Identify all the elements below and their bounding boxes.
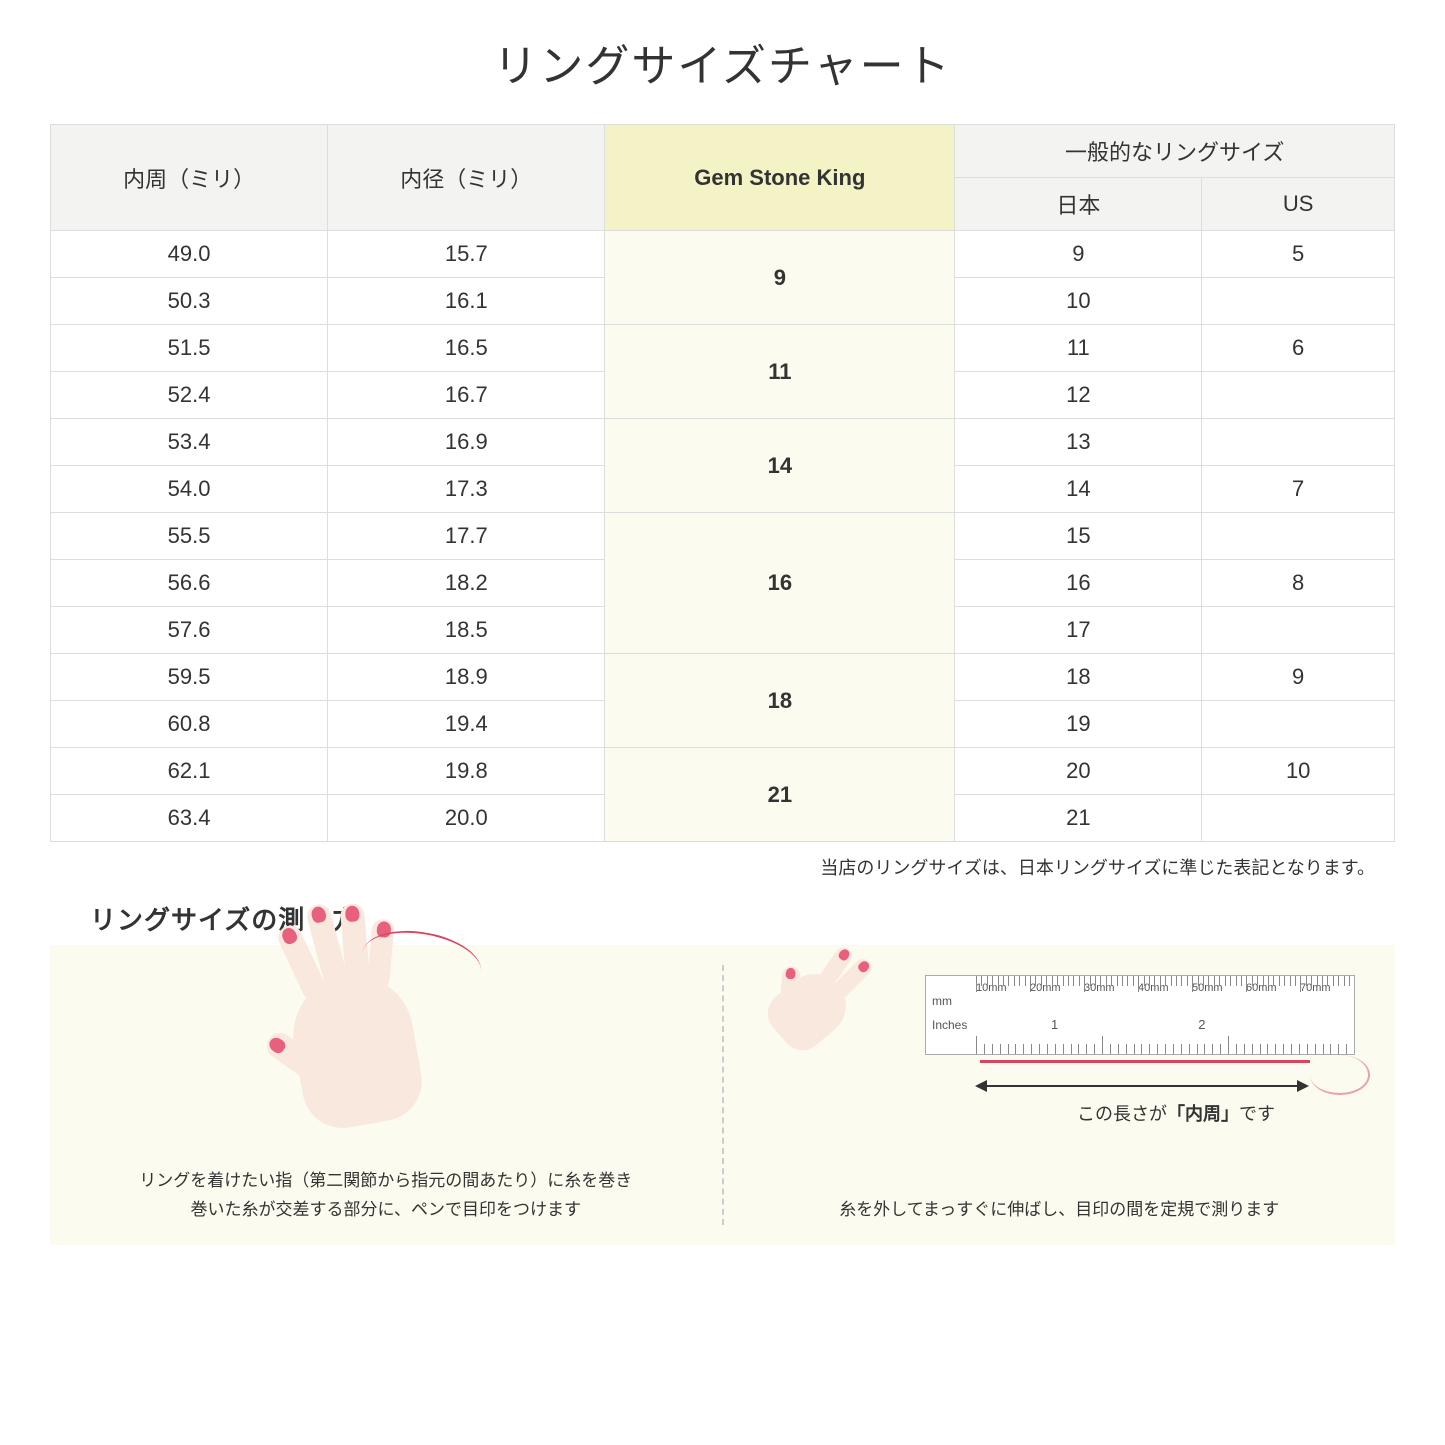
ruler-inches-label: Inches xyxy=(932,1018,967,1032)
cell-circumference: 53.4 xyxy=(51,419,328,466)
page-title: リングサイズチャート xyxy=(50,30,1395,94)
cell-japan: 17 xyxy=(955,607,1202,654)
cell-circumference: 57.6 xyxy=(51,607,328,654)
cell-diameter: 19.8 xyxy=(328,748,605,795)
table-row: 62.119.8212010 xyxy=(51,748,1395,795)
cell-japan: 20 xyxy=(955,748,1202,795)
cell-diameter: 17.7 xyxy=(328,513,605,560)
col-circumference: 内周（ミリ） xyxy=(51,125,328,231)
cell-us: 10 xyxy=(1202,748,1395,795)
cell-us xyxy=(1202,419,1395,466)
cell-diameter: 16.7 xyxy=(328,372,605,419)
cell-gsk: 9 xyxy=(605,231,955,325)
cell-circumference: 56.6 xyxy=(51,560,328,607)
table-row: 51.516.511116 xyxy=(51,325,1395,372)
hand-illustration-wrap xyxy=(256,965,516,1145)
col-us: US xyxy=(1202,178,1395,231)
cell-japan: 9 xyxy=(955,231,1202,278)
ruler-mm-label: mm xyxy=(932,994,952,1008)
cell-japan: 14 xyxy=(955,466,1202,513)
cell-circumference: 62.1 xyxy=(51,748,328,795)
col-diameter: 内径（ミリ） xyxy=(328,125,605,231)
cell-us xyxy=(1202,513,1395,560)
table-row: 49.015.7995 xyxy=(51,231,1395,278)
cell-us xyxy=(1202,701,1395,748)
cell-circumference: 54.0 xyxy=(51,466,328,513)
cell-us: 7 xyxy=(1202,466,1395,513)
cell-japan: 21 xyxy=(955,795,1202,842)
cell-diameter: 16.5 xyxy=(328,325,605,372)
cell-us: 6 xyxy=(1202,325,1395,372)
cell-diameter: 17.3 xyxy=(328,466,605,513)
cell-us: 5 xyxy=(1202,231,1395,278)
cell-japan: 19 xyxy=(955,701,1202,748)
col-japan: 日本 xyxy=(955,178,1202,231)
size-note: 当店のリングサイズは、日本リングサイズに準じた表記となります。 xyxy=(50,854,1395,880)
cell-japan: 13 xyxy=(955,419,1202,466)
cell-us xyxy=(1202,372,1395,419)
cell-circumference: 49.0 xyxy=(51,231,328,278)
cell-circumference: 60.8 xyxy=(51,701,328,748)
measure-arrow-icon xyxy=(977,1085,1307,1087)
howto-step-2-text: 糸を外してまっすぐに伸ばし、目印の間を定規で測ります xyxy=(724,1196,1396,1225)
cell-japan: 11 xyxy=(955,325,1202,372)
cell-circumference: 59.5 xyxy=(51,654,328,701)
table-row: 55.517.71615 xyxy=(51,513,1395,560)
cell-diameter: 18.2 xyxy=(328,560,605,607)
cell-circumference: 52.4 xyxy=(51,372,328,419)
hand-illustration-pinch xyxy=(759,961,858,1059)
ruler-icon: mm Inches 10mm20mm30mm40mm50mm60mm70mm 1… xyxy=(925,975,1355,1055)
howto-panel: リングを着けたい指（第二関節から指元の間あたり）に糸を巻き 巻いた糸が交差する部… xyxy=(50,945,1395,1245)
cell-us xyxy=(1202,795,1395,842)
cell-japan: 16 xyxy=(955,560,1202,607)
size-chart-table: 内周（ミリ） 内径（ミリ） Gem Stone King 一般的なリングサイズ … xyxy=(50,124,1395,842)
cell-gsk: 16 xyxy=(605,513,955,654)
col-general: 一般的なリングサイズ xyxy=(955,125,1395,178)
cell-circumference: 55.5 xyxy=(51,513,328,560)
howto-step-1: リングを着けたい指（第二関節から指元の間あたり）に糸を巻き 巻いた糸が交差する部… xyxy=(50,945,722,1245)
cell-circumference: 50.3 xyxy=(51,278,328,325)
cell-circumference: 51.5 xyxy=(51,325,328,372)
cell-japan: 10 xyxy=(955,278,1202,325)
cell-diameter: 15.7 xyxy=(328,231,605,278)
cell-gsk: 11 xyxy=(605,325,955,419)
cell-us: 9 xyxy=(1202,654,1395,701)
howto-step-2: mm Inches 10mm20mm30mm40mm50mm60mm70mm 1… xyxy=(724,945,1396,1245)
cell-diameter: 19.4 xyxy=(328,701,605,748)
cell-diameter: 16.9 xyxy=(328,419,605,466)
cell-diameter: 18.9 xyxy=(328,654,605,701)
cell-circumference: 63.4 xyxy=(51,795,328,842)
cell-us xyxy=(1202,278,1395,325)
howto-step-1-text: リングを着けたい指（第二関節から指元の間あたり）に糸を巻き 巻いた糸が交差する部… xyxy=(50,1167,722,1225)
cell-us xyxy=(1202,607,1395,654)
cell-japan: 15 xyxy=(955,513,1202,560)
cell-diameter: 16.1 xyxy=(328,278,605,325)
table-row: 59.518.918189 xyxy=(51,654,1395,701)
cell-diameter: 20.0 xyxy=(328,795,605,842)
table-row: 53.416.91413 xyxy=(51,419,1395,466)
cell-diameter: 18.5 xyxy=(328,607,605,654)
col-gsk: Gem Stone King xyxy=(605,125,955,231)
cell-gsk: 14 xyxy=(605,419,955,513)
cell-us: 8 xyxy=(1202,560,1395,607)
cell-gsk: 21 xyxy=(605,748,955,842)
cell-japan: 12 xyxy=(955,372,1202,419)
cell-japan: 18 xyxy=(955,654,1202,701)
cell-gsk: 18 xyxy=(605,654,955,748)
measure-arrow-label: この長さが「内周」です xyxy=(1077,1100,1275,1126)
